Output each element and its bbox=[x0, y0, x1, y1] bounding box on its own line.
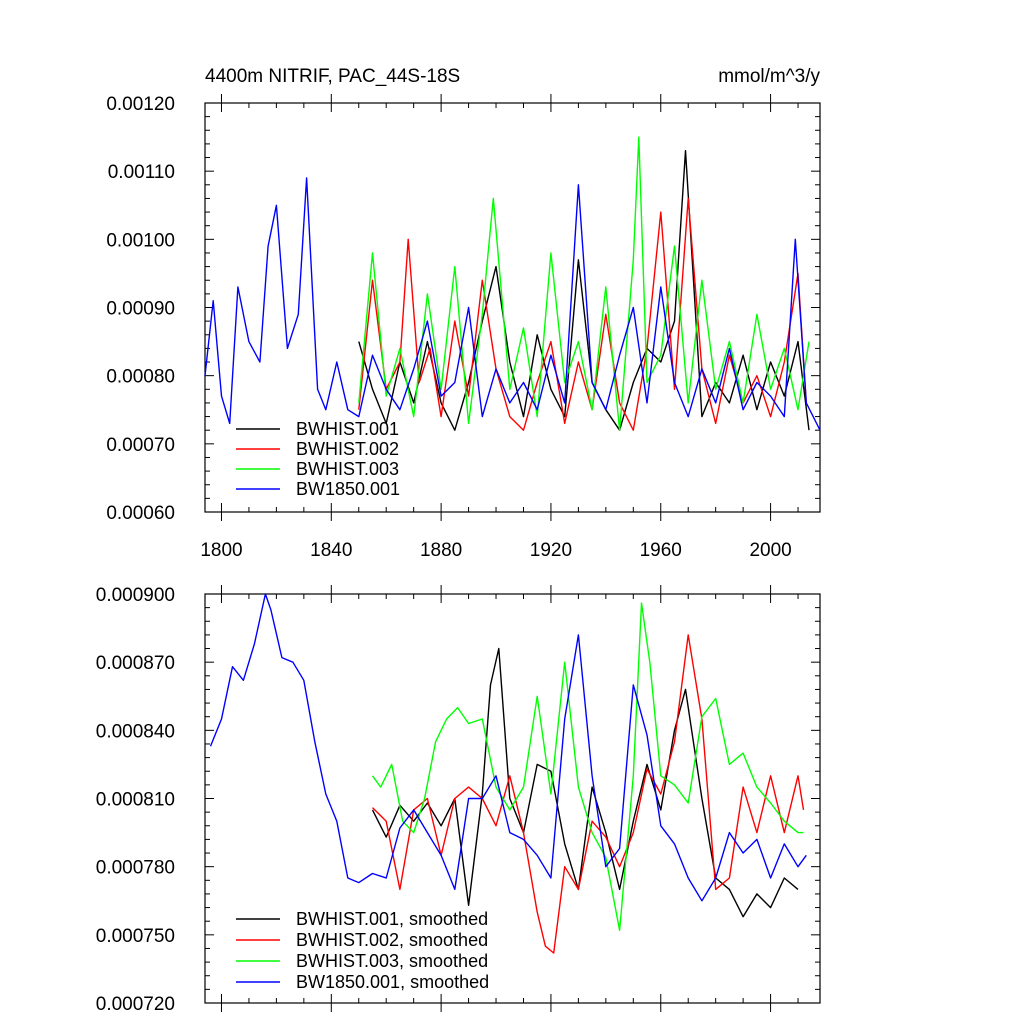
y-tick-label: 0.000900 bbox=[96, 585, 175, 606]
legend-label: BWHIST.003 bbox=[296, 459, 399, 479]
x-tick-label: 1880 bbox=[420, 540, 462, 561]
legend-label: BWHIST.002 bbox=[296, 439, 399, 459]
legend-label: BWHIST.001 bbox=[296, 419, 399, 439]
y-tick-label: 0.000780 bbox=[96, 858, 175, 879]
y-tick-label: 0.00080 bbox=[106, 367, 175, 388]
top-panel-title: 4400m NITRIF, PAC_44S-18S bbox=[205, 66, 460, 87]
series-line-bw1850-001 bbox=[204, 177, 821, 431]
series-line-bwhist-001 bbox=[358, 149, 810, 431]
y-tick-label: 0.000720 bbox=[96, 994, 175, 1015]
y-tick-label: 0.000750 bbox=[96, 926, 175, 947]
y-tick-label: 0.000810 bbox=[96, 790, 175, 811]
bottom-panel: 0.000720 0.000750 0.000780 0.000810 0.000840… bbox=[96, 585, 821, 1015]
series-line-bwhist-002 bbox=[358, 197, 807, 431]
x-tick-label: 1840 bbox=[310, 540, 352, 561]
x-tick-label: 1960 bbox=[640, 540, 682, 561]
x-tick-label: 2000 bbox=[749, 540, 791, 561]
y-tick-label: 0.000870 bbox=[96, 653, 175, 674]
legend-label: BWHIST.001, smoothed bbox=[296, 909, 488, 929]
y-tick-label: 0.00090 bbox=[106, 299, 175, 320]
legend-label: BWHIST.003, smoothed bbox=[296, 951, 488, 971]
y-tick-label: 0.00110 bbox=[108, 162, 175, 183]
y-tick-label: 0.00070 bbox=[106, 435, 175, 456]
series-line-bwhist-003-smoothed bbox=[371, 602, 804, 931]
legend-label: BW1850.001 bbox=[296, 479, 400, 499]
legend-label: BWHIST.002, smoothed bbox=[296, 930, 488, 950]
x-tick-label: 1920 bbox=[530, 540, 572, 561]
y-tick-label: 0.00120 bbox=[106, 94, 175, 115]
legend-label: BW1850.001, smoothed bbox=[296, 972, 489, 992]
top-panel-units: mmol/m^3/y bbox=[718, 66, 820, 87]
top-panel: 4400m NITRIF, PAC_44S-18S mmol/m^3/y 0.0… bbox=[106, 66, 821, 561]
series-line-bwhist-002-smoothed bbox=[372, 634, 805, 954]
series-line-bwhist-003 bbox=[358, 136, 810, 431]
x-tick-label: 1800 bbox=[200, 540, 242, 561]
series-line-bw1850-001-smoothed bbox=[209, 593, 807, 902]
series-line-bwhist-001-smoothed bbox=[371, 647, 799, 918]
y-tick-label: 0.00100 bbox=[106, 230, 175, 251]
y-tick-label: 0.00060 bbox=[106, 503, 175, 524]
y-tick-label: 0.000840 bbox=[96, 721, 175, 742]
